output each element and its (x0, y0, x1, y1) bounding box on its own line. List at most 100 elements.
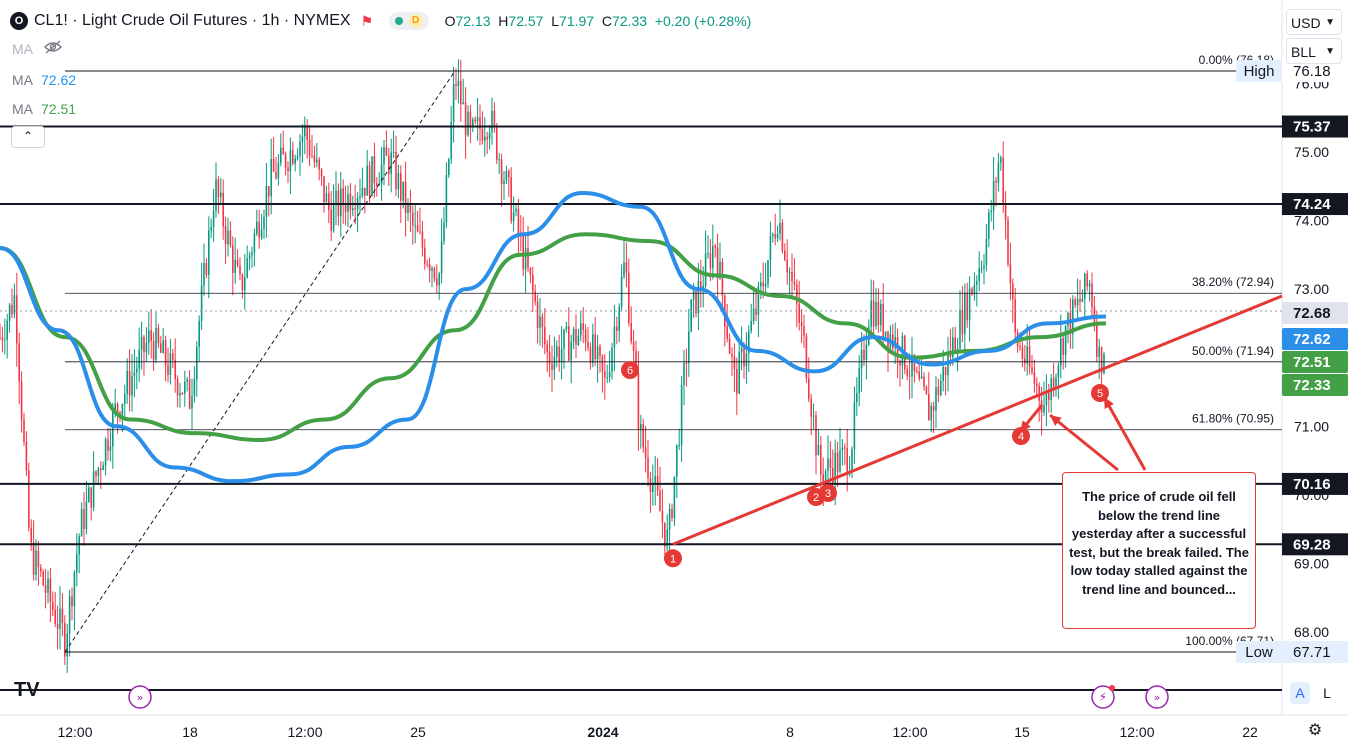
candle-body (436, 278, 438, 286)
candle-body (100, 468, 102, 471)
candle-body (71, 596, 73, 607)
candle-body (191, 395, 193, 409)
candle-body (1028, 346, 1031, 368)
candle-body (875, 302, 877, 327)
candle-body (791, 272, 793, 282)
candle-body (536, 301, 539, 328)
candle-body (234, 259, 236, 273)
candle-body (188, 379, 191, 409)
unit-select[interactable]: BLL ▼ (1286, 38, 1342, 64)
candle-body (112, 410, 114, 447)
candle-body (810, 399, 812, 417)
candle-body (481, 128, 484, 141)
candle-body (1000, 157, 1002, 163)
candle-body (169, 353, 172, 375)
candle-body (361, 187, 364, 197)
candle-body (961, 309, 964, 335)
candle-body (42, 571, 44, 586)
collapse-legend-button[interactable]: ⌃ (11, 126, 45, 148)
candle-body (589, 347, 592, 363)
candle-body (992, 180, 995, 211)
x-tick-label: 12:00 (57, 724, 92, 740)
candle-body (805, 335, 808, 379)
chevron-down-icon: ▼ (1325, 46, 1335, 57)
touch-marker-label: 1 (670, 553, 676, 565)
candle-body (539, 316, 541, 328)
exchange-logo[interactable]: O (10, 12, 28, 30)
extreme-tag-label: Low (1245, 644, 1273, 661)
candle-body (457, 80, 460, 87)
candle-body (342, 188, 344, 205)
candle-body (1055, 377, 1057, 389)
candle-body (464, 102, 467, 136)
eye-off-icon[interactable] (44, 40, 63, 57)
candle-body (532, 274, 534, 292)
candle-body (284, 154, 287, 168)
candle-body (1012, 283, 1014, 300)
trend-line (672, 294, 1283, 546)
candle-body (167, 365, 169, 375)
candle-body (193, 379, 196, 396)
candle-body (976, 281, 978, 285)
candle-body (611, 347, 613, 372)
fib-label: 38.20% (72.94) (1192, 275, 1274, 289)
level-price-tag (1282, 472, 1348, 495)
candle-body (1057, 365, 1060, 378)
indicator-ma-fast[interactable]: MA 72.62 (12, 72, 77, 88)
x-tick-label: 22 (1242, 724, 1258, 740)
candle-body (92, 471, 95, 508)
candle-body (364, 187, 366, 196)
candle-body (570, 341, 572, 361)
indicator-ma-hidden[interactable]: MA (12, 40, 63, 57)
price-tag (1282, 351, 1348, 373)
candle-body (124, 393, 126, 405)
candle-body (160, 343, 162, 353)
candle-body (205, 262, 208, 275)
candle-body (412, 212, 414, 226)
annotation-callout[interactable]: The price of crude oil fell below the tr… (1062, 472, 1256, 629)
candle-body (772, 234, 774, 237)
candle-body (140, 336, 143, 350)
candle-body (280, 147, 282, 163)
symbol-title[interactable]: CL1! · Light Crude Oil Futures · 1h · NY… (34, 12, 351, 29)
candle-body (534, 291, 536, 302)
candle-body (316, 159, 318, 163)
candle-body (594, 334, 596, 360)
candle-body (174, 359, 176, 380)
auto-scale-button[interactable]: A (1290, 682, 1310, 704)
candle-body (32, 542, 35, 575)
candle-body (815, 415, 817, 456)
candle-body (368, 165, 371, 196)
candle-body (390, 152, 392, 174)
log-scale-button[interactable]: L (1323, 685, 1331, 701)
candle-body (294, 158, 296, 164)
candle-body (155, 327, 157, 360)
candle-body (455, 84, 457, 87)
gear-icon[interactable]: ⚙ (1307, 722, 1323, 739)
candle-body (580, 323, 582, 336)
x-tick-label: 8 (786, 724, 794, 740)
status-pill[interactable]: D (388, 12, 429, 30)
candle-body (421, 231, 424, 248)
currency-select[interactable]: USD ▼ (1286, 9, 1342, 35)
annotation-arrow (1102, 396, 1147, 471)
candle-body (241, 274, 244, 290)
candle-body (289, 150, 292, 172)
candle-body (661, 511, 664, 523)
candle-body (90, 487, 92, 508)
flag-icon[interactable]: ⚑ (360, 13, 374, 29)
candle-body (61, 608, 64, 624)
candle-body (256, 221, 258, 234)
candle-body (1098, 347, 1100, 357)
candle-body (186, 379, 188, 382)
candle-body (6, 320, 8, 340)
candle-body (16, 295, 18, 344)
candle-body (995, 180, 997, 183)
candle-body (0, 337, 1, 339)
candle-body (608, 371, 611, 378)
candle-body (834, 452, 836, 484)
indicator-ma-slow[interactable]: MA 72.51 (12, 101, 77, 117)
candle-body (340, 188, 342, 217)
candle-body (769, 236, 772, 261)
